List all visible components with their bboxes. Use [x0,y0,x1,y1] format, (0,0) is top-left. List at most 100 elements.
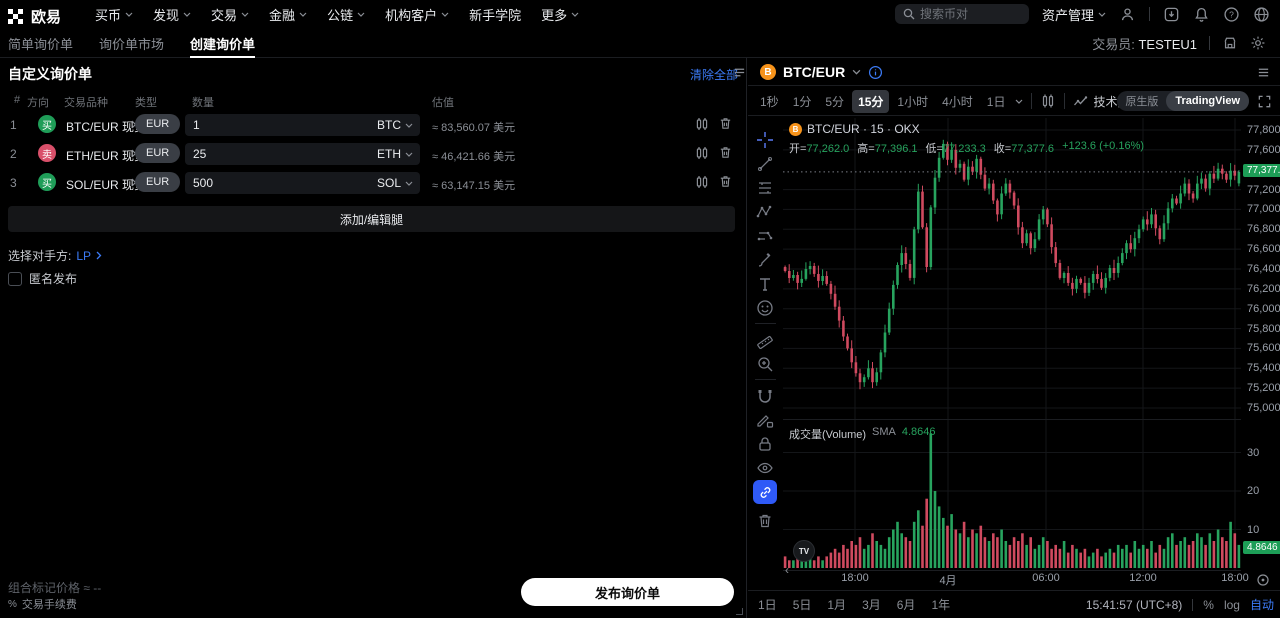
pair-label[interactable]: SOL/EUR 现货 [66,178,147,192]
tab-询价单市场[interactable]: 询价单市场 [99,36,165,52]
bell-icon[interactable] [1193,6,1210,23]
currency-select[interactable]: SOL [377,172,413,194]
volume-pane[interactable] [783,420,1241,570]
sync-link-icon[interactable] [753,480,777,504]
add-leg-button[interactable]: 添加/编辑腿 [8,206,735,232]
amount-field[interactable]: ETH [185,143,420,165]
pane-divider[interactable] [783,419,1241,420]
search-box[interactable] [894,4,1029,24]
price-pane[interactable] [783,118,1241,420]
amount-field[interactable]: SOL [185,172,420,194]
fullscreen-icon[interactable] [1257,94,1272,109]
chart-version-toggle[interactable]: 原生版 TradingView [1117,91,1249,111]
range-1年[interactable]: 1年 [931,598,951,612]
native-version-label[interactable]: 原生版 [1125,96,1159,108]
user-icon[interactable] [1119,6,1136,23]
menu-item-更多[interactable]: 更多 [541,5,579,24]
tradingview-label[interactable]: TradingView [1166,91,1249,111]
amount-field[interactable]: BTC [185,114,420,136]
okx-logo[interactable] [8,9,23,24]
chevron-down-icon[interactable] [852,69,861,75]
currency-select[interactable]: ETH [377,143,413,165]
pair-label[interactable]: BTC/EUR 现货 [66,120,147,134]
help-icon[interactable]: ? [1223,6,1240,23]
menu-item-交易[interactable]: 交易 [211,5,249,24]
candle-style-icon[interactable] [1040,93,1056,109]
zoom-in-icon[interactable] [756,355,774,373]
amount-input[interactable] [193,172,343,194]
remove-drawings-icon[interactable] [756,512,774,530]
range-6月[interactable]: 6月 [896,598,916,612]
chevron-right-icon[interactable] [96,251,102,260]
tab-创建询价单[interactable]: 创建询价单 [190,28,256,58]
clock[interactable]: 15:41:57 (UTC+8) [1085,597,1183,612]
currency-select[interactable]: BTC [377,114,413,136]
scroll-left-icon[interactable]: ‹ [785,563,789,577]
log-scale-button[interactable]: log [1223,597,1240,612]
timeframe-1小时[interactable]: 1小时 [897,94,929,109]
menu-item-金融[interactable]: 金融 [269,5,307,24]
market-board-icon[interactable] [1222,35,1238,51]
amount-input[interactable] [193,114,343,136]
text-icon[interactable] [756,275,774,293]
amount-input[interactable] [193,143,343,165]
fee-label[interactable]: 交易手续费 [21,599,77,611]
type-pill[interactable]: EUR [135,143,181,163]
pair-label[interactable]: ETH/EUR 现货 [66,149,147,163]
stay-drawing-icon[interactable] [756,411,774,429]
type-pill[interactable]: EUR [135,114,181,134]
globe-icon[interactable] [1253,6,1270,23]
menu-item-公链[interactable]: 公链 [327,5,365,24]
magnet-icon[interactable] [756,387,774,405]
time-axis[interactable] [783,570,1241,590]
row-delete-icon[interactable] [718,145,733,160]
panel-menu-icon[interactable] [733,66,746,79]
menu-item-机构客户[interactable]: 机构客户 [385,5,449,24]
fib-icon[interactable] [756,179,774,197]
trendline-icon[interactable] [756,155,774,173]
timeframe-1日[interactable]: 1日 [986,94,1006,109]
range-3月[interactable]: 3月 [862,598,881,612]
brush-icon[interactable] [756,251,774,269]
download-icon[interactable] [1163,6,1180,23]
menu-item-新手学院[interactable]: 新手学院 [469,7,522,23]
row-chart-icon[interactable] [694,145,710,161]
type-pill[interactable]: EUR [135,172,181,192]
menu-item-买币[interactable]: 买币 [95,5,133,24]
lock-icon[interactable] [756,435,774,453]
info-icon[interactable] [868,65,883,80]
timeframe-4小时[interactable]: 4小时 [942,94,973,109]
clear-all-link[interactable]: 清除全部 [690,68,739,82]
chevron-down-icon[interactable] [1015,99,1023,104]
emoji-icon[interactable] [756,299,774,317]
symbol-title[interactable]: BTC/EUR [783,64,846,80]
tab-简单询价单[interactable]: 简单询价单 [8,36,74,52]
anonymous-checkbox[interactable] [8,271,22,286]
auto-scale-button[interactable]: 自动 [1249,598,1274,612]
resize-handle[interactable] [736,608,743,615]
forecast-icon[interactable] [756,227,774,245]
assets-menu[interactable]: 资产管理 [1042,5,1106,24]
search-input[interactable] [919,7,1020,21]
timeframe-1分[interactable]: 1分 [792,94,812,109]
scroll-to-realtime-icon[interactable] [1256,573,1270,587]
timeframe-1秒[interactable]: 1秒 [760,94,779,109]
gear-icon[interactable] [1250,35,1266,51]
row-delete-icon[interactable] [718,174,733,189]
percent-scale-button[interactable]: % [1203,597,1214,612]
crosshair-icon[interactable] [756,131,774,149]
counterparty-value[interactable]: LP [76,248,92,263]
ruler-icon[interactable] [756,331,774,349]
timeframe-15分[interactable]: 15分 [852,89,890,113]
timeframe-5分[interactable]: 5分 [825,94,845,109]
chart-menu-icon[interactable] [1257,66,1270,79]
row-chart-icon[interactable] [694,174,710,190]
range-1日[interactable]: 1日 [758,598,777,612]
range-1月[interactable]: 1月 [827,598,847,612]
row-delete-icon[interactable] [718,116,733,131]
publish-rfq-button[interactable]: 发布询价单 [521,578,734,606]
pattern-icon[interactable] [756,203,774,221]
range-5日[interactable]: 5日 [792,598,812,612]
row-chart-icon[interactable] [694,116,710,132]
hide-drawings-icon[interactable] [756,459,774,477]
